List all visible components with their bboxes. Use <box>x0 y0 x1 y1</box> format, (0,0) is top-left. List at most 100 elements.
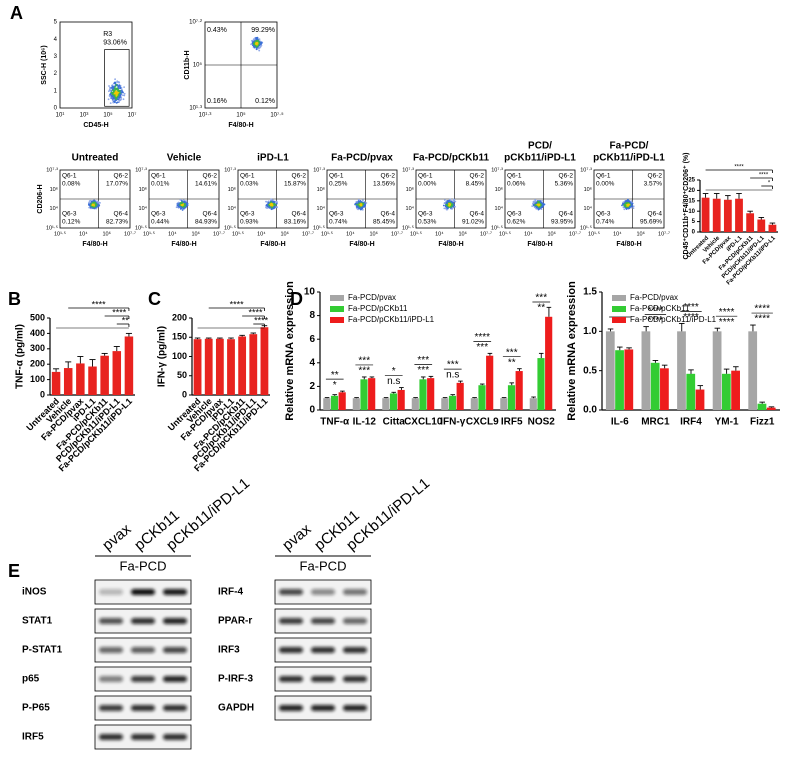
label: 10⁴ <box>406 205 415 212</box>
event-dot <box>275 202 278 205</box>
event-dot <box>535 201 538 204</box>
label: 10¹·⁵ <box>54 230 66 237</box>
label: 10¹·⁵ <box>224 224 236 231</box>
event-dot <box>115 97 118 100</box>
label: 13.56% <box>373 181 395 188</box>
label: 10⁷·⁷ <box>480 230 492 237</box>
label: 10¹·⁵ <box>491 224 503 231</box>
bar <box>456 382 464 410</box>
blot-band <box>131 705 155 711</box>
label: 10¹·⁵ <box>410 230 422 237</box>
event-dot <box>182 205 185 208</box>
event-dot <box>452 200 454 203</box>
event-dot <box>632 205 635 208</box>
label: 10⁷·³ <box>491 166 503 173</box>
event-dot <box>114 81 117 84</box>
significance: *** <box>535 293 547 304</box>
event-dot <box>625 208 628 211</box>
event-dot <box>538 206 540 209</box>
event-dot <box>108 95 111 97</box>
label: 0.43% <box>207 27 227 34</box>
event-dot <box>361 206 363 209</box>
label: F4/80-H <box>228 122 253 129</box>
blot-band <box>163 618 187 624</box>
label: 10⁶ <box>636 230 644 237</box>
event-dot <box>445 204 448 206</box>
label: 10⁷·⁷ <box>391 230 403 237</box>
event-dot <box>121 90 124 93</box>
event-dot <box>267 200 270 203</box>
event-dot <box>532 202 535 205</box>
y-tick-label: 50 <box>177 370 187 380</box>
significance: **** <box>683 312 699 323</box>
label: Q6-1 <box>240 173 255 180</box>
legend-label: Fa-PCD/pCKb11 <box>348 304 408 313</box>
label: 10⁵ <box>236 112 246 119</box>
blot-label: STAT1 <box>22 616 53 627</box>
significance: **** <box>230 299 245 309</box>
event-dot <box>114 95 116 98</box>
label: 5.36% <box>555 181 574 188</box>
event-dot <box>117 89 120 92</box>
blot-band <box>99 618 123 624</box>
label: CD206-H <box>37 184 44 213</box>
y-tick-label: 200 <box>30 359 45 369</box>
blot-band <box>131 734 155 740</box>
event-dot <box>259 45 262 48</box>
bar <box>338 392 346 410</box>
bar <box>76 363 85 395</box>
y-tick-label: 2 <box>309 381 315 392</box>
event-dot <box>116 95 119 98</box>
significance: **** <box>754 314 770 325</box>
bar <box>757 219 766 232</box>
event-dot <box>453 199 456 201</box>
label: 10⁷·³ <box>135 166 147 173</box>
bar <box>100 355 109 395</box>
y-tick-label: 4 <box>309 357 315 368</box>
event-dot <box>258 38 261 41</box>
blot-label: P-P65 <box>22 703 50 714</box>
x-tick-label: IRF5 <box>501 417 523 428</box>
event-dot <box>89 206 92 209</box>
event-dot <box>88 202 90 204</box>
event-dot <box>182 207 185 209</box>
blot-band <box>279 589 303 595</box>
bar <box>193 339 202 395</box>
event-dot <box>256 41 259 44</box>
significance: **** <box>112 307 127 317</box>
bar <box>507 385 516 410</box>
label: 1 <box>54 88 58 94</box>
x-tick-label: IL-12 <box>353 417 377 428</box>
blot-label: IRF3 <box>218 645 240 656</box>
event-dot <box>114 87 116 90</box>
event-dot <box>534 204 537 207</box>
event-dot <box>113 92 116 95</box>
x-tick-label: IFN-γ <box>440 417 465 428</box>
event-dot <box>628 203 631 206</box>
event-dot <box>356 207 359 210</box>
blot-band <box>343 589 367 595</box>
significance: **** <box>683 302 699 313</box>
blot-band <box>279 618 303 624</box>
label: 10⁷ <box>128 112 137 119</box>
event-dot <box>97 201 100 204</box>
label: iPD-L1 <box>257 153 289 164</box>
label: R3 <box>103 31 112 38</box>
significance: **** <box>754 304 770 315</box>
event-dot <box>625 202 628 205</box>
label: 0.93% <box>240 219 259 226</box>
event-dot <box>627 204 630 207</box>
label: 3.57% <box>644 181 663 188</box>
bar <box>323 398 331 410</box>
significance: * <box>333 380 337 391</box>
y-axis-label: IFN-γ (pg/ml) <box>157 326 168 387</box>
event-dot <box>112 98 114 100</box>
event-dot <box>180 202 183 205</box>
event-dot <box>445 202 448 204</box>
label: pCKb11/iPD-L1 <box>504 153 576 164</box>
y-tick-label: 6 <box>309 334 315 345</box>
label: 10⁶ <box>458 230 466 237</box>
label: 10⁷·³ <box>402 166 414 173</box>
y-tick-label: 15 <box>688 198 695 204</box>
label: 10⁴ <box>346 230 355 237</box>
